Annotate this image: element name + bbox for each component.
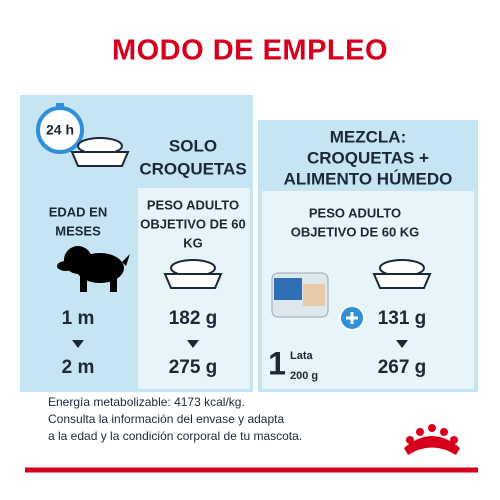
amount: 267 g — [378, 357, 427, 378]
clock-knob — [56, 103, 64, 108]
left-header: SOLO — [169, 136, 217, 155]
title: MODO DE EMPLEO — [112, 35, 388, 67]
weight-label: KG — [183, 235, 203, 250]
bowl-icon — [70, 137, 130, 167]
right-header: CROQUETAS + — [307, 148, 429, 167]
weight-label: OBJETIVO DE 60 KG — [291, 224, 420, 239]
can-unit: Lata — [290, 350, 314, 362]
bowl-icon — [372, 259, 432, 289]
age-label: MESES — [55, 223, 101, 238]
age: 1 m — [62, 308, 95, 329]
bowl-icon — [163, 259, 223, 289]
brand-logo — [404, 424, 460, 455]
weight-label: PESO ADULTO — [147, 197, 239, 212]
right-header: ALIMENTO HÚMEDO — [284, 169, 453, 188]
right-header: MEZCLA: — [330, 127, 406, 146]
plus-sign — [346, 312, 358, 324]
footer-text: Consulta la información del envase y ada… — [48, 412, 284, 426]
amount: 182 g — [169, 308, 218, 329]
footer-text: a la edad y la condición corporal de tu … — [48, 429, 302, 443]
can-size: 200 g — [290, 370, 318, 382]
age-label: EDAD EN — [49, 204, 108, 219]
arrow-down — [396, 340, 408, 348]
footer-text: Energía metabolizable: 4173 kcal/kg. — [48, 395, 245, 409]
weight-label: OBJETIVO DE 60 — [140, 216, 245, 231]
age: 2 m — [62, 357, 95, 378]
arrow-down — [187, 340, 199, 348]
left-header: CROQUETAS — [139, 159, 246, 178]
can-count: 1 — [268, 345, 286, 381]
weight-label: PESO ADULTO — [309, 205, 401, 220]
arrow-down — [72, 340, 84, 348]
amount: 275 g — [169, 357, 218, 378]
puppy-icon — [57, 246, 130, 292]
clock-label: 24 h — [46, 122, 74, 138]
can-image — [271, 272, 329, 318]
amount: 131 g — [378, 308, 427, 329]
